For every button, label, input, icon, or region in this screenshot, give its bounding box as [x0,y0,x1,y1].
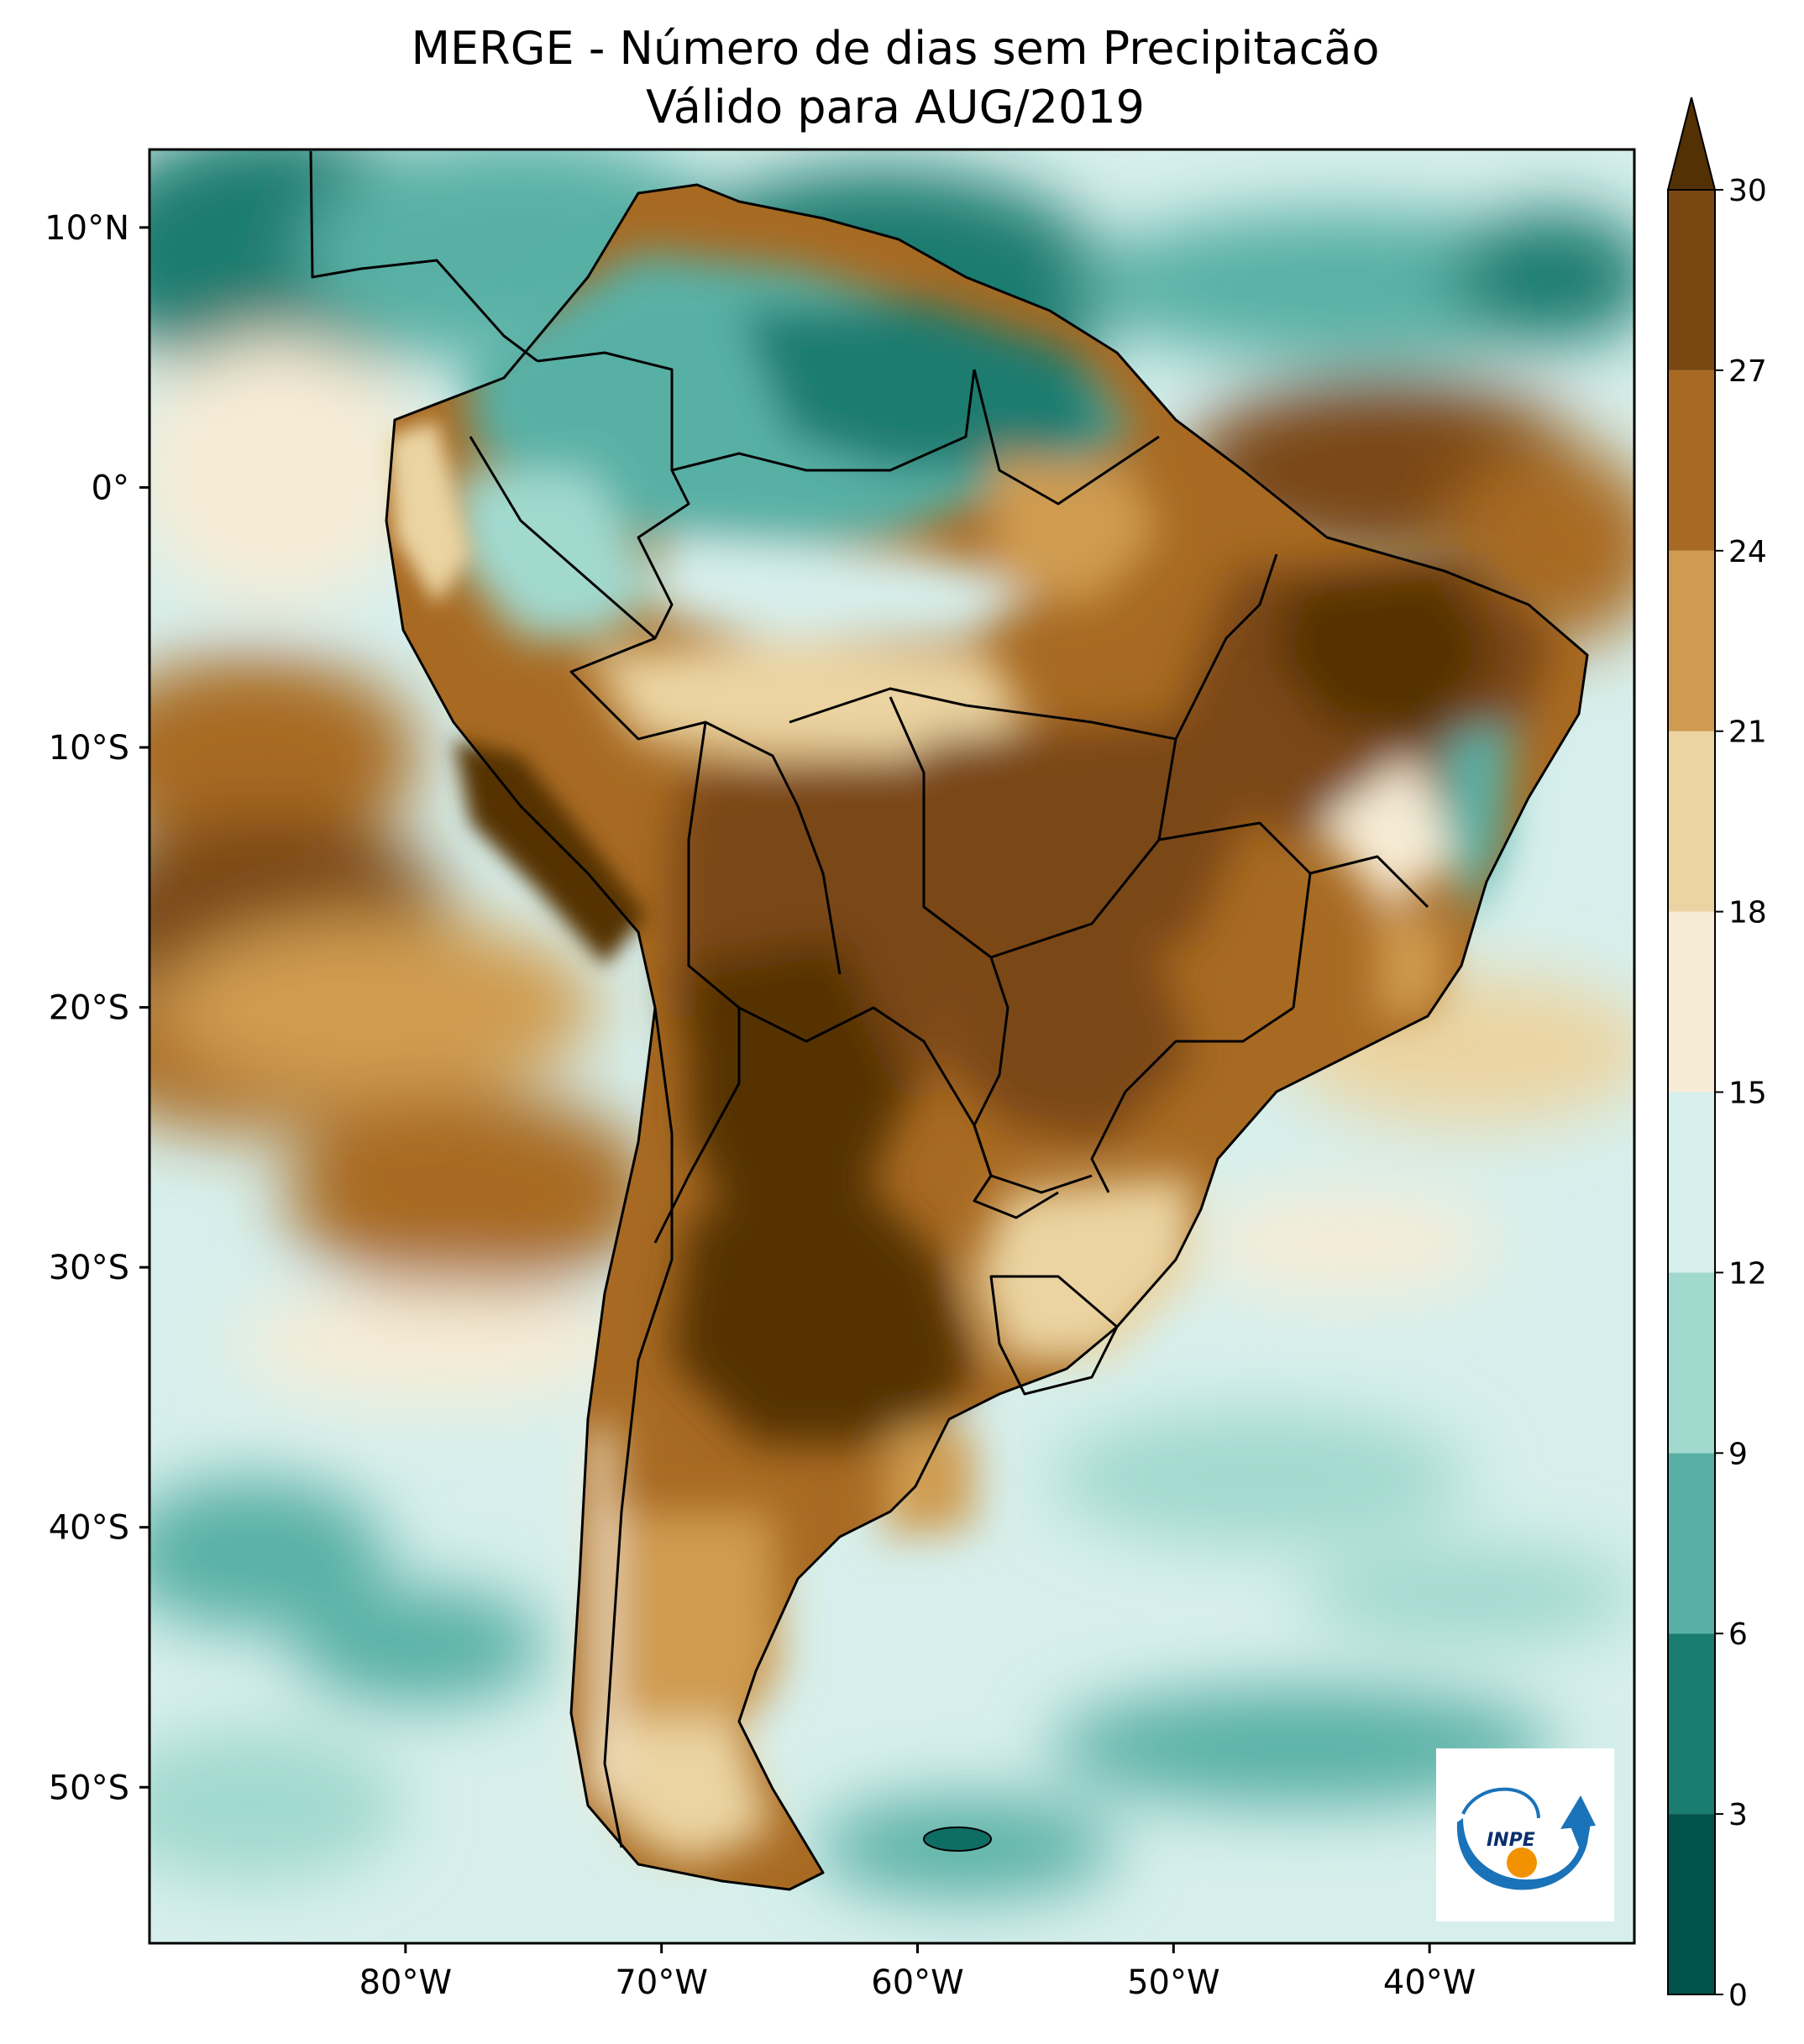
colorbar-tick-label: 0 [1728,1978,1748,2013]
logo-sun-icon [1507,1847,1537,1878]
map-panel [149,149,1634,1943]
colorbar: 0 3 6 9 12 15 18 21 24 27 30 [1666,97,1767,2013]
y-tick-label: 0° [92,469,129,507]
x-tick-label: 50°W [1127,1963,1219,2002]
colorbar-band [1668,1633,1715,1815]
colorbar-tick-label: 21 [1728,715,1767,750]
colorbar-band [1668,550,1715,731]
colorbar-tick-label: 9 [1728,1437,1748,1471]
y-tick-label: 10°N [45,209,129,248]
y-tick-label: 20°S [49,989,129,1028]
land-field [386,252,1554,1864]
logo-orbit-icon [1461,1787,1540,1819]
colorbar-band [1668,1092,1715,1273]
colorbar-band [1668,369,1715,551]
x-axis-ticks: 80°W 70°W 60°W 50°W 40°W [359,1943,1476,2002]
colorbar-tick-label: 3 [1728,1798,1748,1832]
colorbar-tick-label: 27 [1728,354,1767,389]
colorbar-tick-label: 18 [1728,896,1767,930]
logo-arrow-icon [1560,1795,1596,1829]
logo-text: INPE [1487,1830,1535,1851]
y-tick-label: 30°S [49,1249,129,1287]
colorbar-tick-label: 6 [1728,1617,1748,1652]
colorbar-extend-arrow [1666,97,1717,191]
country-borders [309,150,1589,1891]
colorbar-band [1668,911,1715,1093]
colorbar-band [1668,1272,1715,1454]
colorbar-tick-label: 24 [1728,535,1767,569]
falkland-islands [923,1826,992,1852]
colorbar-band [1668,1814,1715,1994]
colorbar-band [1668,190,1715,370]
x-tick-label: 70°W [615,1963,707,2002]
y-tick-label: 10°S [49,729,129,768]
colorbar-tick-label: 15 [1728,1077,1767,1111]
x-tick-label: 40°W [1383,1963,1476,2002]
y-axis-ticks: 10°N 0° 10°S 20°S 30°S 40°S 50°S [45,209,149,1807]
x-tick-label: 60°W [871,1963,963,2002]
y-tick-label: 40°S [49,1509,129,1548]
y-tick-label: 50°S [49,1769,129,1807]
map-frame [148,148,1636,1945]
map-title-line2: Válido para AUG/2019 [645,81,1146,134]
colorbar-tick-label: 12 [1728,1256,1767,1291]
inpe-logo: INPE [1436,1748,1614,1921]
map-title-line1: MERGE - Número de dias sem Precipitacão [411,22,1380,75]
colorbar-band [1668,1453,1715,1634]
logo-swoosh-icon [1456,1818,1592,1890]
colorbar-band [1668,731,1715,912]
x-tick-label: 80°W [359,1963,452,2002]
colorbar-tick-label: 30 [1728,174,1767,208]
